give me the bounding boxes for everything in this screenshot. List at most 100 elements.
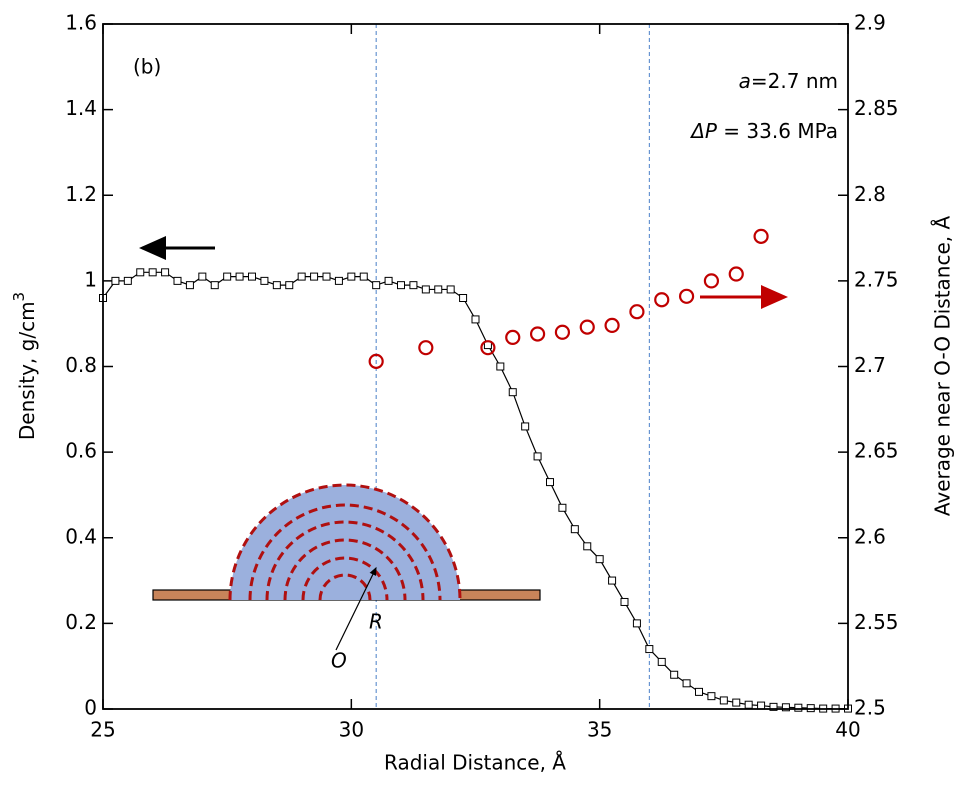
y2-tick-label: 2.85 <box>854 96 899 120</box>
point <box>508 388 517 397</box>
x-tick-label: 30 <box>339 718 364 742</box>
point <box>198 272 207 281</box>
point <box>418 340 434 356</box>
y-tick-label: 0 <box>84 696 97 720</box>
point <box>372 281 381 290</box>
point <box>434 285 443 294</box>
y-tick-label: 0.4 <box>65 524 97 548</box>
point <box>480 340 496 356</box>
y-axis-label-part: 3 <box>10 292 28 302</box>
point <box>558 503 567 512</box>
annotation-part: = 33.6 MPa <box>717 119 838 143</box>
x-tick-label: 35 <box>587 718 612 742</box>
point <box>148 268 157 277</box>
y2-tick-label: 2.8 <box>854 182 886 206</box>
point <box>285 281 294 290</box>
point <box>185 281 194 290</box>
x-tick-label: 25 <box>90 718 115 742</box>
annotation-part: ΔP <box>689 119 718 143</box>
y2-tick-label: 2.9 <box>854 11 886 35</box>
point <box>570 525 579 534</box>
panel-label: (b) <box>133 55 161 79</box>
y2-tick-label: 2.75 <box>854 267 899 291</box>
y-axis-label: Density, g/cm3 <box>10 292 39 440</box>
annotation-part: =2.7 nm <box>751 69 838 93</box>
point <box>521 422 530 431</box>
point <box>260 276 269 285</box>
line <box>102 271 848 710</box>
point <box>657 657 666 666</box>
point <box>272 281 281 290</box>
point <box>744 700 753 709</box>
point <box>173 276 182 285</box>
annotation: a=2.7 nm <box>739 69 838 93</box>
point <box>111 276 120 285</box>
x-tick-label: 40 <box>835 718 860 742</box>
point <box>695 687 703 696</box>
point <box>359 272 368 281</box>
x-axis-label: Radial Distance, Å <box>384 751 566 775</box>
annotation-part: a <box>739 69 751 93</box>
y2-tick-label: 2.65 <box>854 439 899 463</box>
point <box>546 478 554 487</box>
point <box>620 597 629 606</box>
point <box>471 315 480 324</box>
annotation: ΔP = 33.6 MPa <box>689 119 838 143</box>
point <box>223 272 232 281</box>
y-tick-label: 0.2 <box>65 610 97 634</box>
inset-label: R <box>369 610 383 634</box>
point <box>632 619 641 628</box>
y2-tick-label: 2.6 <box>854 524 886 548</box>
inset-diagram: R O <box>152 483 541 673</box>
inset-label: O <box>331 649 347 673</box>
point <box>248 272 256 281</box>
point <box>384 276 393 285</box>
y2-tick-label: 2.55 <box>854 610 899 634</box>
point <box>136 268 145 277</box>
point <box>505 329 521 345</box>
point <box>757 701 766 710</box>
point <box>347 272 356 281</box>
y2-axis-label: Average near O-O Distance, Å <box>931 216 955 517</box>
point <box>235 272 244 281</box>
point <box>728 266 744 282</box>
point <box>409 281 418 290</box>
point <box>682 679 691 688</box>
point <box>554 324 571 340</box>
point <box>769 702 778 711</box>
point <box>645 645 654 654</box>
plot-frame <box>102 23 849 710</box>
point <box>459 294 468 302</box>
point <box>161 268 170 277</box>
point <box>794 703 803 712</box>
point <box>583 542 592 551</box>
point <box>322 272 331 281</box>
y2-tick-label: 2.5 <box>854 696 886 720</box>
y-axis-label-part: Density, g/cm <box>15 301 39 440</box>
point <box>446 285 455 294</box>
point <box>703 273 720 289</box>
point <box>719 696 728 705</box>
point <box>334 276 343 285</box>
point <box>670 670 679 679</box>
point <box>210 281 219 290</box>
point <box>297 272 306 281</box>
point <box>397 281 405 290</box>
point <box>421 285 430 294</box>
point <box>629 304 645 320</box>
point <box>608 576 617 585</box>
y-tick-label: 1.6 <box>65 11 97 35</box>
y-tick-label: 0.6 <box>65 439 97 463</box>
point <box>595 555 604 564</box>
point <box>678 288 695 304</box>
point <box>604 317 620 333</box>
y-tick-label: 1.4 <box>65 96 97 120</box>
point <box>654 292 670 308</box>
y-tick-label: 1 <box>84 267 97 291</box>
point <box>732 698 741 707</box>
point <box>753 228 769 244</box>
point <box>529 326 546 342</box>
point <box>310 272 319 281</box>
point <box>533 452 542 461</box>
